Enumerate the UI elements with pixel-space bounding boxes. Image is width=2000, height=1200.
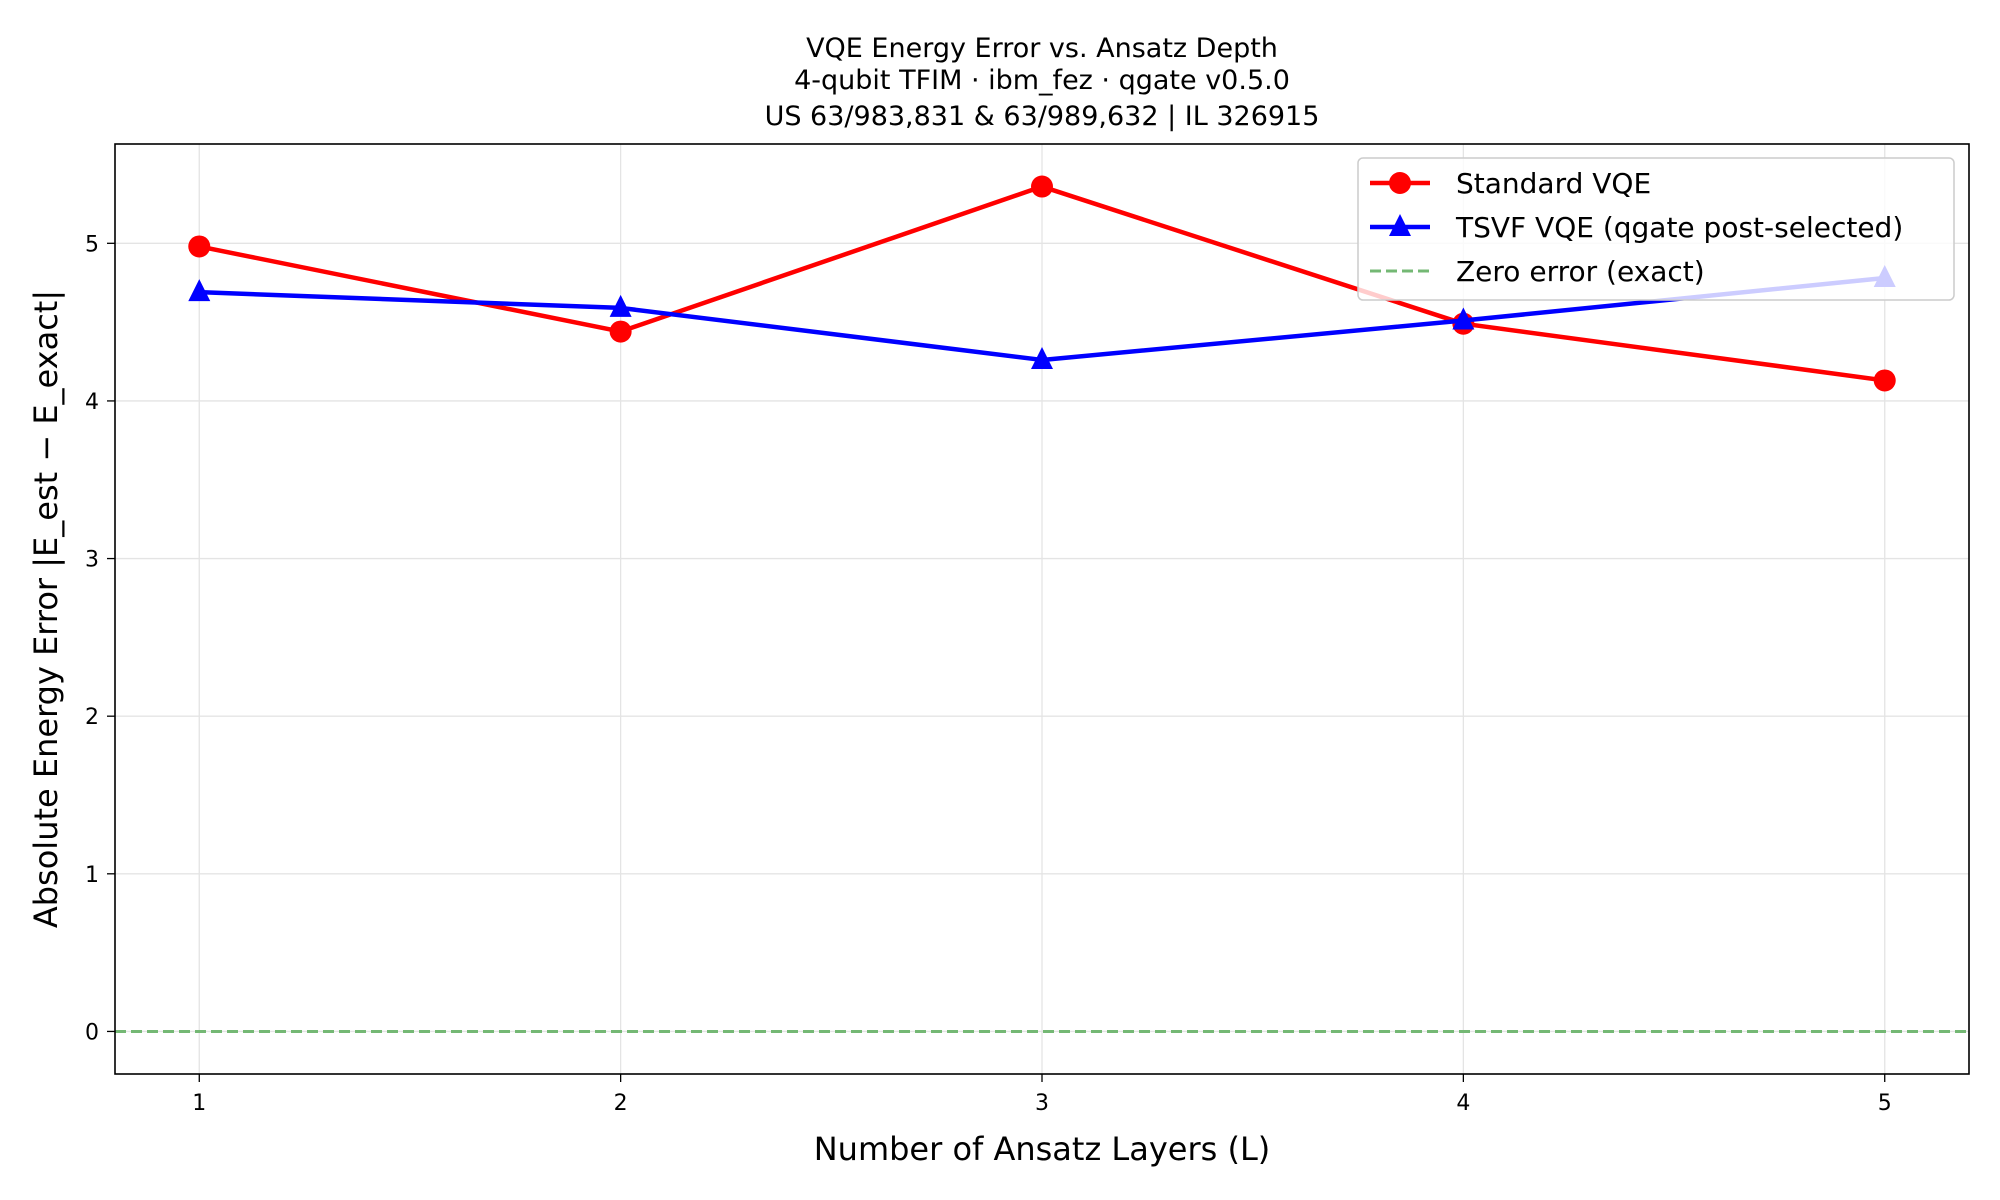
data-point	[188, 235, 211, 258]
y-tick-label: 5	[85, 232, 99, 257]
data-point	[1031, 175, 1053, 198]
x-tick-label: 4	[1456, 1091, 1470, 1116]
legend-label: TSVF VQE (qgate post-selected)	[1455, 211, 1903, 244]
title-line-2: 4-qubit TFIM · ibm_fez · qgate v0.5.0	[794, 65, 1290, 96]
title-line-1: VQE Energy Error vs. Ansatz Depth	[806, 33, 1278, 64]
data-point	[188, 279, 211, 302]
ticks: 1 2 3 4 5 0 1 2 3 4 5	[85, 232, 1892, 1116]
legend-box	[1357, 157, 1955, 301]
title-line-3: US 63/983,831 & 63/989,632 | IL 326915	[765, 101, 1320, 132]
y-tick-label: 1	[85, 863, 99, 888]
y-tick-label: 2	[85, 705, 99, 730]
x-tick-label: 2	[614, 1091, 628, 1116]
x-tick-label: 5	[1878, 1091, 1892, 1116]
y-axis-label: Absolute Energy Error |E_est − E_exact|	[27, 290, 65, 928]
legend-label: Standard VQE	[1456, 167, 1651, 200]
data-point	[1031, 346, 1053, 369]
y-tick-label: 3	[85, 548, 99, 573]
data-point	[609, 294, 632, 317]
legend-label: Zero error (exact)	[1456, 255, 1705, 288]
triangle-marker-icon	[1389, 214, 1411, 236]
data-point	[1452, 307, 1475, 330]
x-axis-label: Number of Ansatz Layers (L)	[814, 1130, 1271, 1168]
circle-marker-icon	[1389, 172, 1411, 194]
x-tick-label: 1	[192, 1091, 206, 1116]
x-tick-label: 3	[1035, 1091, 1049, 1116]
data-point	[609, 320, 632, 343]
y-tick-label: 0	[85, 1020, 99, 1045]
plot-area	[115, 175, 1969, 1033]
data-point	[1873, 369, 1896, 392]
y-tick-label: 4	[85, 390, 99, 415]
legend: Standard VQE TSVF VQE (qgate post-selecte…	[1357, 157, 1955, 301]
